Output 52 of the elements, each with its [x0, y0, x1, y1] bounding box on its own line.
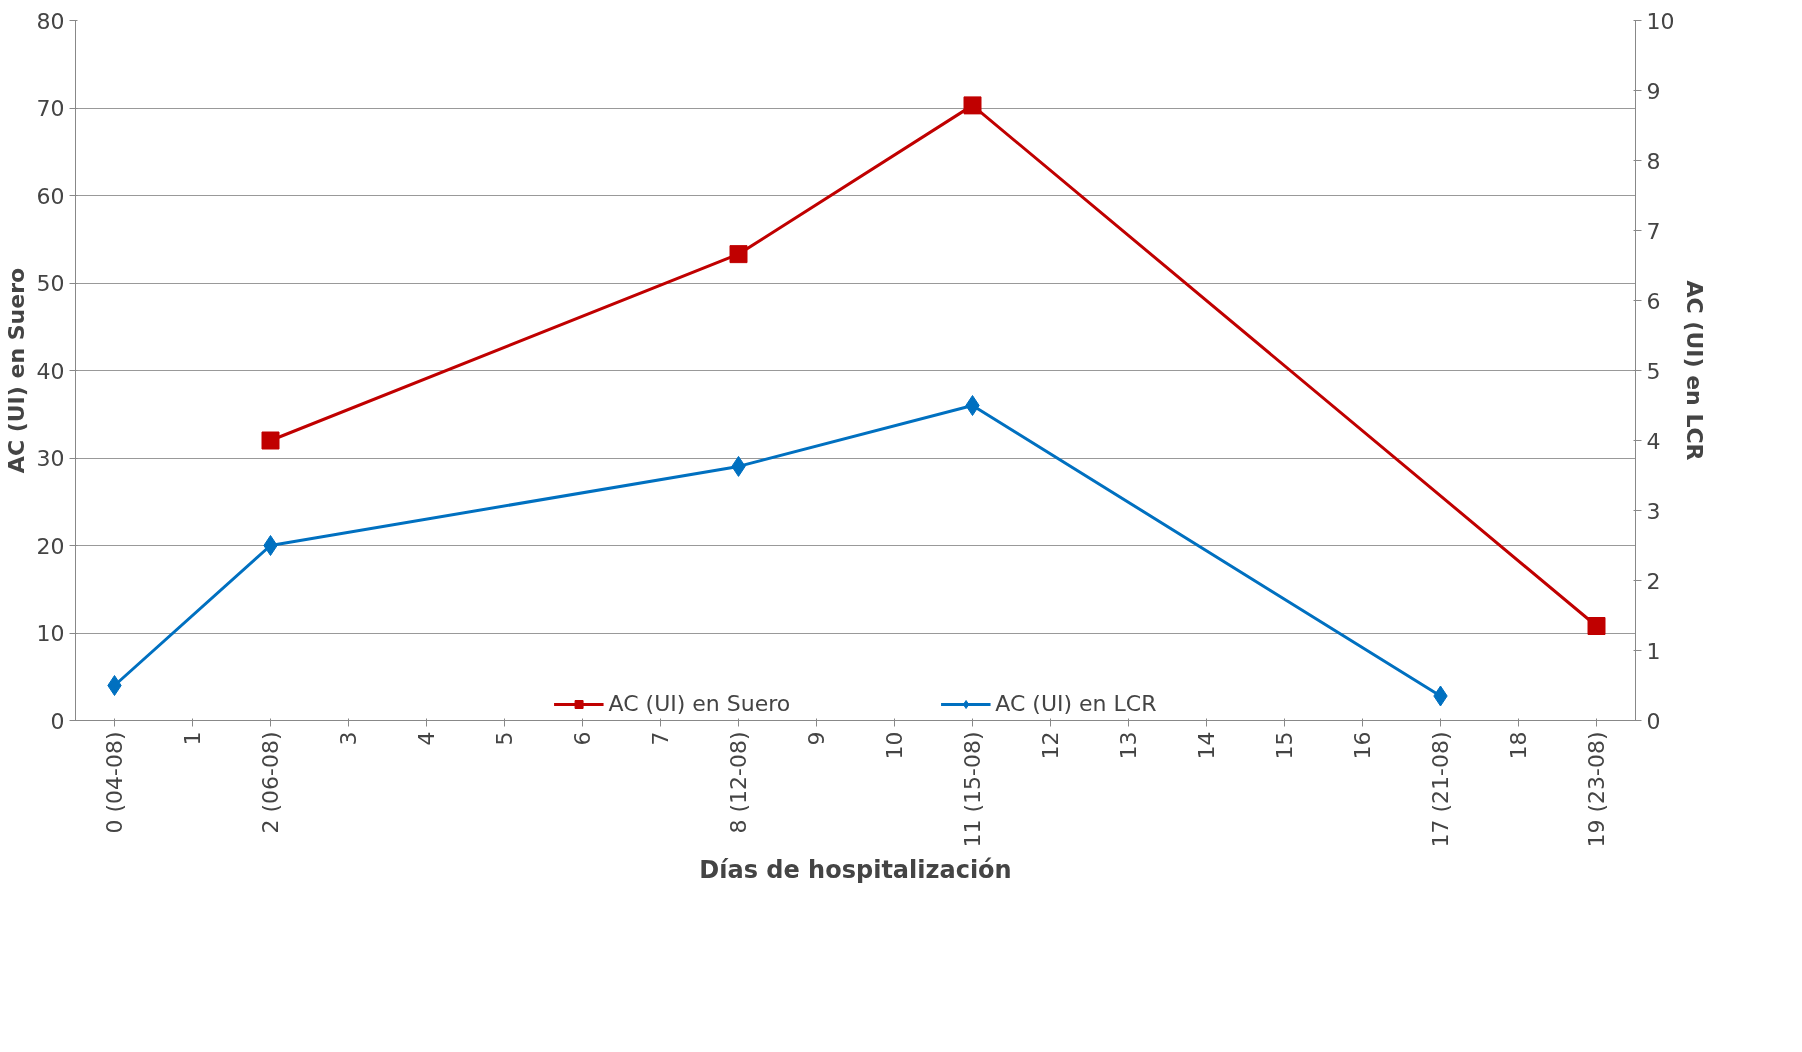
- x-tick-label: 3: [336, 731, 361, 746]
- x-tick-label: 15: [1272, 731, 1297, 760]
- y2-tick-label: 1: [1646, 638, 1661, 664]
- x-tick-label: 14: [1194, 731, 1219, 760]
- y2-tick-label: 8: [1646, 148, 1661, 174]
- y2-tick-label: 6: [1646, 288, 1661, 314]
- y-tick-label: 30: [36, 446, 65, 471]
- y-tick-label: 70: [36, 96, 65, 121]
- y2-axis-title: AC (UI) en LCR: [1682, 280, 1708, 461]
- y-tick-label: 10: [36, 621, 65, 646]
- x-axis-title: Días de hospitalización: [699, 855, 1012, 884]
- point: [263, 535, 278, 556]
- y-tick-label: 80: [36, 8, 65, 34]
- y2-tick-label: 2: [1646, 568, 1661, 594]
- y-tick-label: 20: [36, 533, 65, 559]
- y2-tick-label: 3: [1646, 498, 1661, 524]
- point: [261, 431, 280, 450]
- legend-label: AC (UI) en Suero: [608, 691, 791, 716]
- x-tick-label: 10: [882, 731, 907, 760]
- x-tick-label: 1: [180, 731, 205, 746]
- y-tick-label: 0: [50, 708, 65, 734]
- x-tick-label: 8 (12-08): [726, 731, 751, 834]
- y2-tick-label: 9: [1646, 78, 1661, 104]
- point: [965, 395, 980, 416]
- y2-tick-label: 4: [1646, 428, 1661, 454]
- y2-tick-label: 10: [1646, 8, 1675, 34]
- y-tick-label: 60: [36, 183, 65, 209]
- y2-tick-label: 5: [1646, 358, 1661, 384]
- point: [729, 245, 748, 264]
- x-tick-label: 11 (15-08): [960, 731, 985, 848]
- x-tick-label: 7: [648, 731, 673, 746]
- x-tick-label: 4: [414, 731, 439, 746]
- x-tick-label: 0 (04-08): [102, 731, 127, 834]
- y-axis-title: AC (UI) en Suero: [3, 267, 29, 474]
- point: [107, 675, 122, 696]
- x-tick-label: 9: [804, 731, 829, 746]
- point: [1587, 617, 1606, 635]
- x-tick-label: 6: [570, 731, 595, 746]
- legend-label: AC (UI) en LCR: [995, 691, 1157, 716]
- x-tick-label: 13: [1116, 731, 1141, 760]
- point: [963, 96, 982, 115]
- x-tick-label: 2 (06-08): [258, 731, 283, 834]
- x-tick-label: 12: [1038, 731, 1063, 760]
- x-tick-label: 19 (23-08): [1584, 731, 1609, 848]
- y-tick-label: 50: [36, 271, 65, 296]
- y-tick-label: 40: [36, 358, 65, 384]
- x-tick-label: 18: [1506, 731, 1531, 760]
- x-tick-label: 17 (21-08): [1428, 731, 1453, 848]
- y2-tick-label: 7: [1646, 218, 1661, 244]
- y2-tick-label: 0: [1646, 708, 1661, 734]
- x-tick-label: 16: [1350, 731, 1375, 760]
- x-tick-label: 5: [492, 731, 517, 746]
